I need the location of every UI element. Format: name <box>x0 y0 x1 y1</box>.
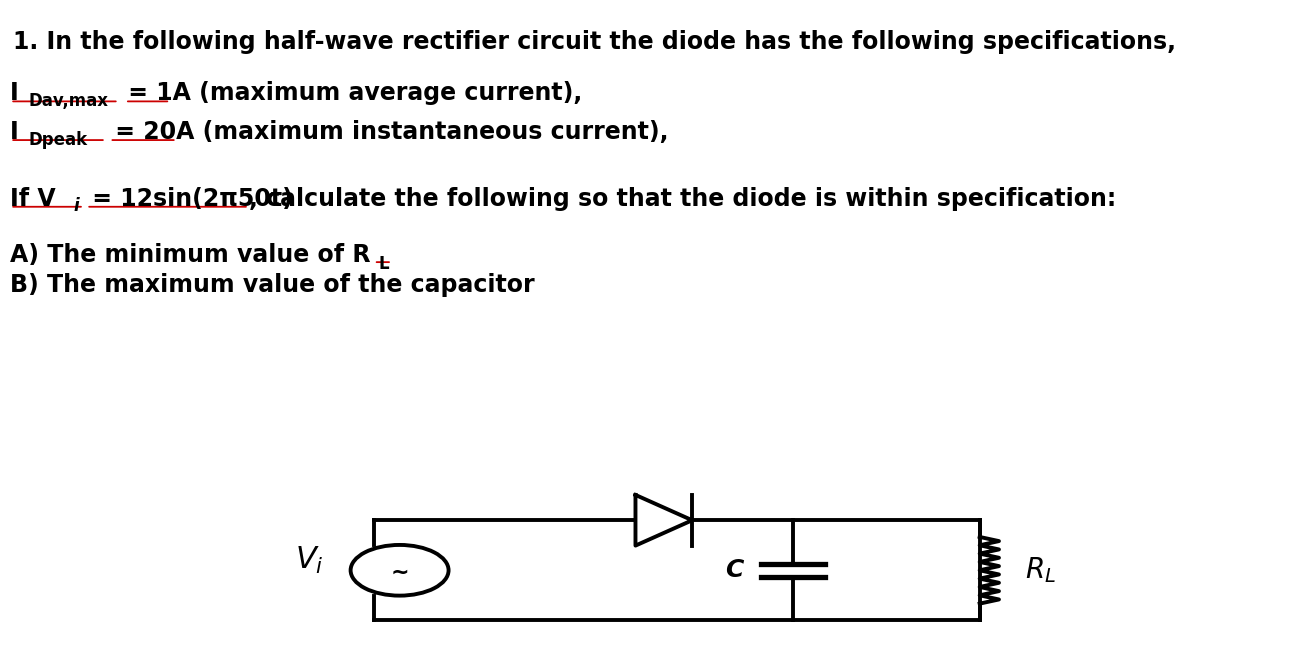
Text: L: L <box>379 255 389 273</box>
Text: 1. In the following half-wave rectifier circuit the diode has the following spec: 1. In the following half-wave rectifier … <box>13 30 1176 54</box>
Text: A) The minimum value of R: A) The minimum value of R <box>10 243 371 267</box>
Text: = 1A (maximum average current),: = 1A (maximum average current), <box>120 81 583 105</box>
Text: i: i <box>73 197 79 215</box>
Text: If V: If V <box>10 187 55 211</box>
Text: C: C <box>726 558 744 582</box>
Text: $R_L$: $R_L$ <box>1025 556 1056 585</box>
Text: $V_i$: $V_i$ <box>295 545 324 576</box>
Text: = 20A (maximum instantaneous current),: = 20A (maximum instantaneous current), <box>107 120 669 144</box>
Text: , calculate the following so that the diode is within specification:: , calculate the following so that the di… <box>249 187 1116 211</box>
Text: Dav,max: Dav,max <box>28 92 108 110</box>
Text: ~: ~ <box>391 562 409 582</box>
Text: I: I <box>10 120 19 144</box>
Text: B) The maximum value of the capacitor: B) The maximum value of the capacitor <box>10 273 535 297</box>
Text: I: I <box>10 81 19 105</box>
Text: = 12sin(2π50t): = 12sin(2π50t) <box>84 187 293 211</box>
Text: Dpeak: Dpeak <box>28 131 88 149</box>
